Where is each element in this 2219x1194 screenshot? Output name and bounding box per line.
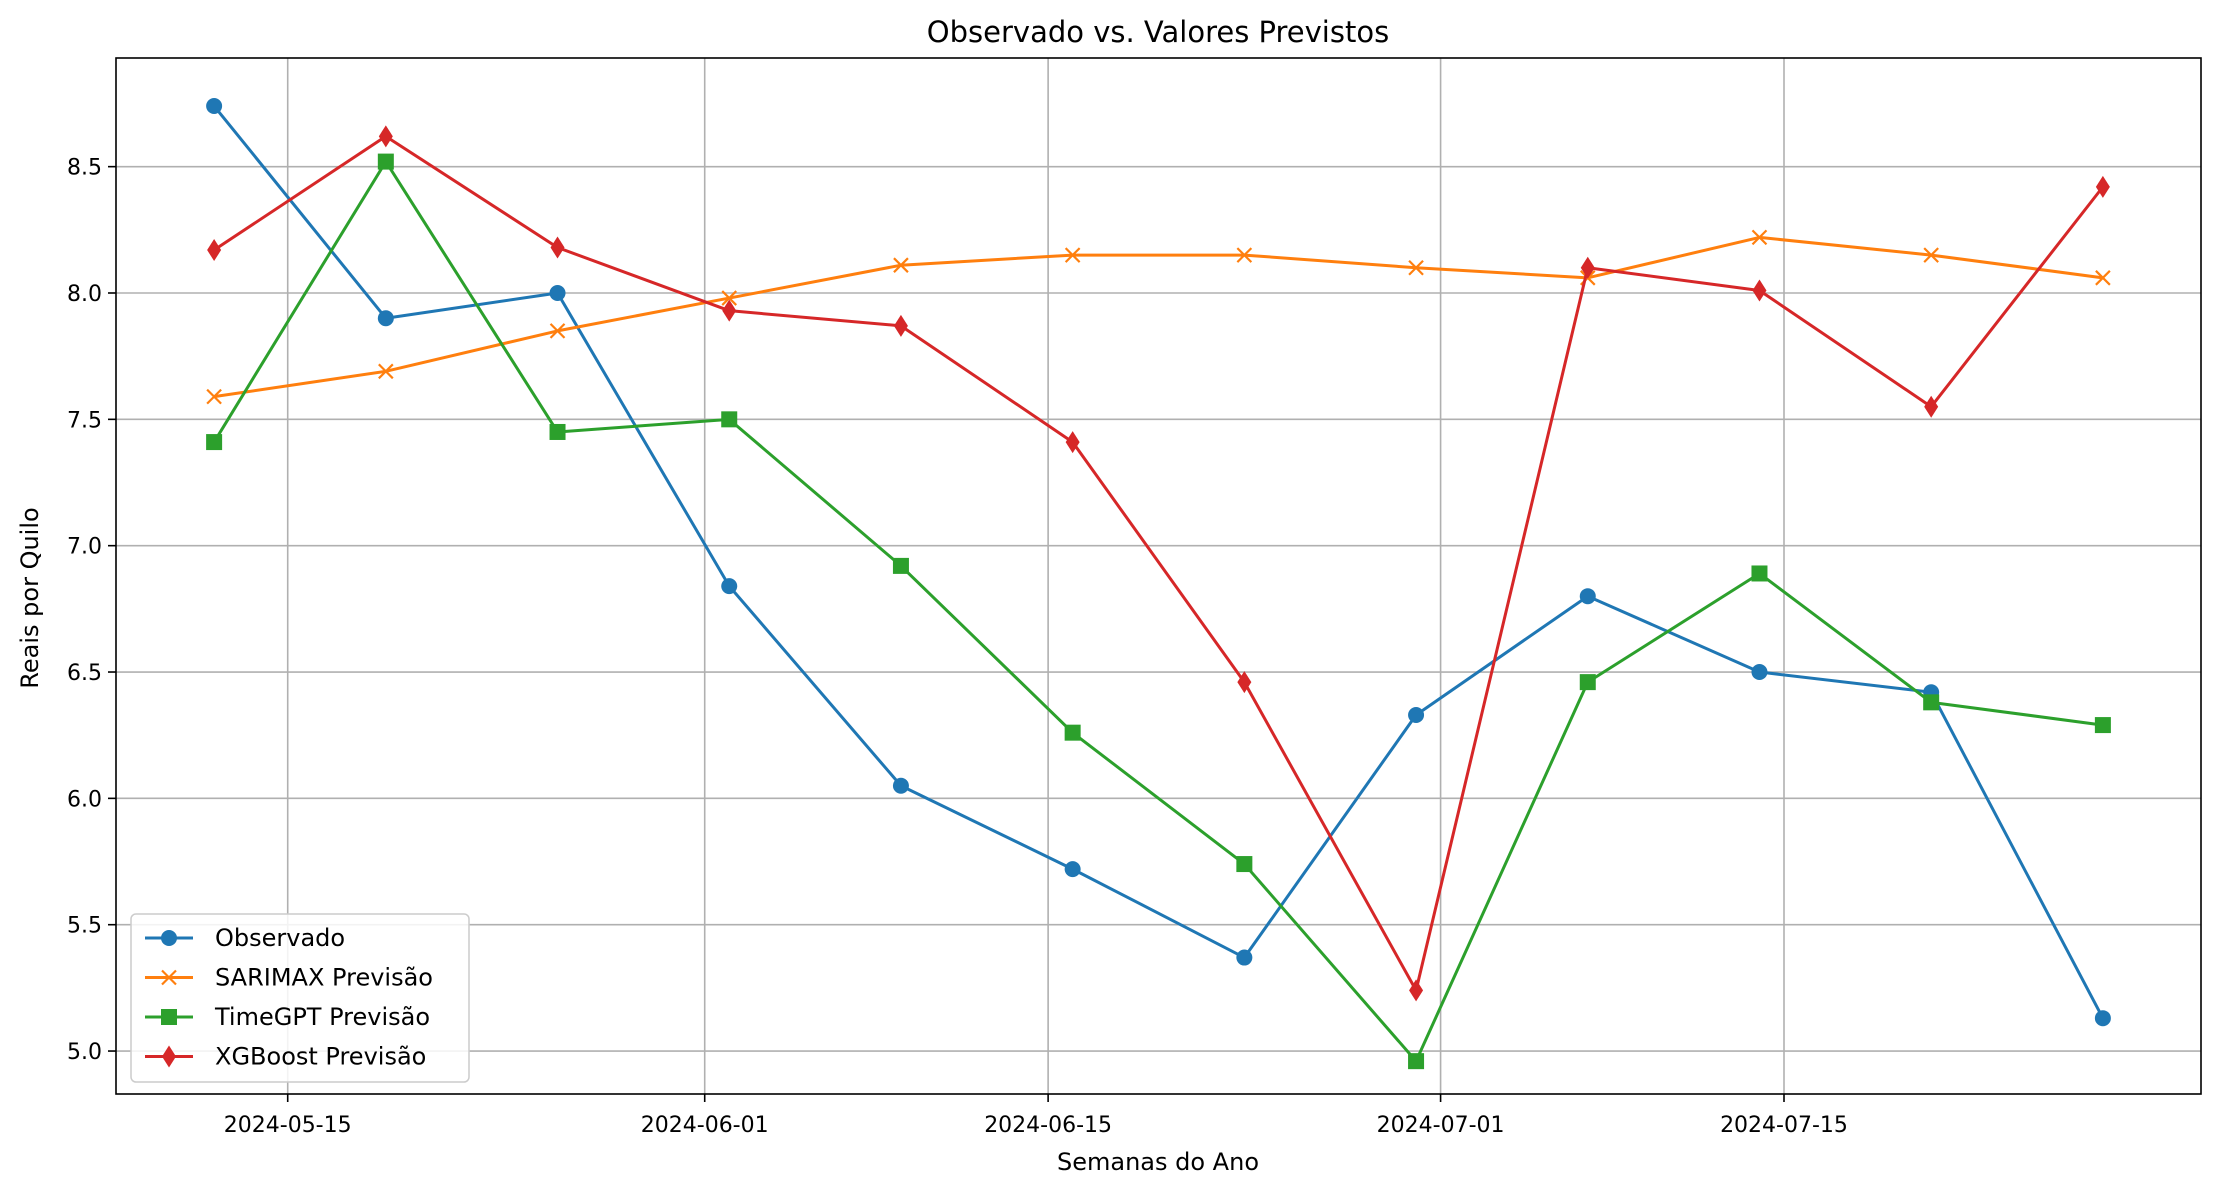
data-point-sarimax-previsao: [549, 323, 566, 339]
data-point-timegpt-previsao: [206, 434, 223, 451]
data-point-xgboost-previsao: [378, 125, 393, 148]
y-tick-label: 8.0: [67, 282, 102, 307]
data-point-xgboost-previsao: [1409, 979, 1424, 1002]
y-tick-label: 5.0: [67, 1040, 102, 1065]
data-point-xgboost-previsao: [550, 236, 565, 259]
legend-label-timegpt-previsao: TimeGPT Previsão: [214, 1003, 430, 1031]
data-point-observado: [1579, 588, 1596, 605]
data-point-observado: [549, 284, 566, 301]
data-point-sarimax-previsao: [2095, 270, 2111, 286]
data-point-observado: [377, 310, 394, 327]
data-point-xgboost-previsao: [1924, 395, 1939, 418]
x-tick-label: 2024-06-01: [641, 1113, 769, 1138]
legend: Observado SARIMAX Previsão TimeGPT Previsã…: [130, 913, 470, 1083]
data-point-xgboost-previsao: [207, 239, 222, 262]
series-sarimax-previsao: [206, 229, 2111, 405]
data-point-xgboost-previsao: [893, 314, 908, 337]
data-point-sarimax-previsao: [1751, 229, 1768, 246]
series-line-timegpt-previsao: [212, 160, 2104, 1063]
legend-box: [130, 913, 470, 1083]
data-point-observado: [721, 578, 738, 595]
data-point-timegpt-previsao: [377, 153, 394, 170]
data-point-observado: [206, 98, 223, 115]
y-tick-label: 6.5: [67, 661, 102, 686]
data-point-sarimax-previsao: [1408, 259, 1424, 276]
chart-title: Observado vs. Valores Previstos: [927, 15, 1389, 49]
data-point-observado: [1236, 949, 1253, 966]
data-point-observado: [892, 777, 909, 794]
plot-frame: [115, 57, 2202, 1095]
data-point-timegpt-previsao: [721, 411, 738, 428]
data-point-timegpt-previsao: [1751, 565, 1768, 582]
y-tick-label: 7.5: [67, 408, 102, 433]
data-point-timegpt-previsao: [1408, 1053, 1425, 1070]
x-axis-label: Semanas do Ano: [1057, 1148, 1259, 1176]
data-point-sarimax-previsao: [206, 388, 222, 405]
data-point-sarimax-previsao: [1236, 247, 1253, 263]
data-point-sarimax-previsao: [1923, 247, 1939, 263]
y-tick-label: 7.0: [67, 535, 102, 560]
series-line-xgboost-previsao: [213, 134, 2105, 992]
data-point-sarimax-previsao: [893, 257, 909, 273]
data-point-timegpt-previsao: [1064, 724, 1081, 741]
y-tick-label: 5.5: [67, 914, 102, 939]
legend-label-xgboost-previsao: XGBoost Previsão: [215, 1043, 426, 1071]
legend-label-observado: Observado: [215, 924, 345, 952]
legend-marker-xgboost-previsao: [162, 1045, 176, 1068]
y-axis-label: Reais por Quilo: [16, 507, 44, 688]
data-point-xgboost-previsao: [2095, 175, 2110, 198]
series-line-sarimax-previsao: [213, 235, 2104, 399]
data-point-timegpt-previsao: [1579, 674, 1596, 691]
data-point-sarimax-previsao: [1064, 247, 1081, 263]
data-point-observado: [2094, 1010, 2111, 1027]
y-tick-label: 6.0: [67, 787, 102, 812]
data-point-sarimax-previsao: [378, 363, 394, 380]
series-timegpt-previsao: [206, 153, 2111, 1070]
legend-label-sarimax-previsao: SARIMAX Previsão: [215, 964, 433, 992]
x-tick-label: 2024-05-15: [224, 1113, 352, 1138]
x-tick-label: 2024-07-01: [1377, 1113, 1505, 1138]
x-tick-label: 2024-06-15: [984, 1113, 1112, 1138]
x-tick-label: 2024-07-15: [1720, 1113, 1848, 1138]
data-point-xgboost-previsao: [1752, 279, 1767, 302]
data-point-xgboost-previsao: [722, 299, 737, 322]
data-point-observado: [1408, 706, 1425, 723]
data-point-xgboost-previsao: [1065, 431, 1080, 454]
legend-marker-timegpt-previsao: [161, 1009, 177, 1025]
data-point-observado: [1064, 861, 1081, 878]
data-point-sarimax-previsao: [721, 290, 738, 306]
data-point-timegpt-previsao: [2094, 717, 2111, 734]
y-tick-label: 8.5: [67, 156, 102, 181]
data-point-observado: [1751, 664, 1768, 681]
series-observado: [206, 98, 2111, 1027]
legend-marker-observado: [161, 930, 177, 946]
data-point-xgboost-previsao: [1237, 671, 1252, 694]
series-xgboost-previsao: [207, 125, 2110, 1002]
data-point-timegpt-previsao: [1923, 694, 1940, 711]
data-point-timegpt-previsao: [549, 423, 566, 440]
series-line-observado: [212, 105, 2105, 1019]
data-point-timegpt-previsao: [892, 557, 909, 574]
data-point-xgboost-previsao: [1580, 256, 1595, 279]
data-point-timegpt-previsao: [1236, 856, 1253, 873]
legend-marker-sarimax-previsao: [161, 969, 177, 986]
